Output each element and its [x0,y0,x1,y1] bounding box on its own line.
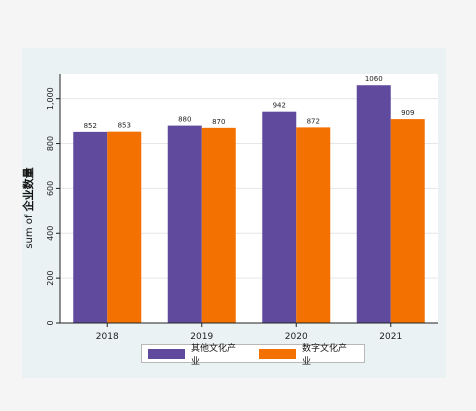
legend-swatch [148,348,186,359]
y-tick-label: 0 [46,320,55,325]
data-label: 1060 [365,75,383,83]
y-axis-label-main: 企业数量 [22,167,35,212]
x-tick-label: 2020 [285,332,308,342]
legend-label: 数字文化产业 [302,343,348,367]
data-label: 870 [212,118,225,126]
bar [262,111,297,323]
bar [390,119,425,323]
y-tick-label: 800 [46,136,55,151]
data-label: 872 [307,117,320,125]
bar [73,131,108,323]
y-axis-label: sum of 企业数量 [20,158,36,258]
x-tick-label: 2019 [190,332,213,342]
data-label: 909 [401,109,414,117]
y-tick-label: 600 [46,181,55,196]
y-tick-label: 1,000 [46,87,55,110]
y-axis-label-prefix: sum of [24,214,35,249]
data-label: 880 [178,116,191,124]
legend-label: 其他文化产业 [191,343,237,367]
data-label: 942 [273,102,286,110]
x-tick-label: 2018 [96,332,119,342]
legend-item-series-1: 其他文化产业 [148,341,241,367]
bar [201,127,236,324]
legend-item-series-2: 数字文化产业 [259,341,352,367]
legend: 其他文化产业 数字文化产业 [141,344,365,367]
bar [356,85,391,323]
bar [107,131,142,323]
data-label: 852 [84,122,97,130]
x-tick-label: 2021 [379,332,402,342]
legend-swatch [259,348,297,359]
bar [167,125,202,323]
y-tick-label: 400 [46,226,55,241]
data-label: 853 [118,122,131,130]
bar [296,127,331,323]
y-tick-label: 200 [46,270,55,285]
